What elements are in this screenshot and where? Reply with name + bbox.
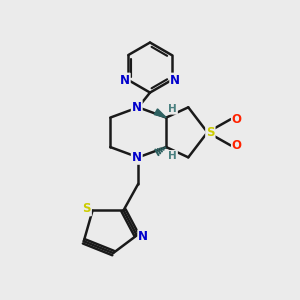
Text: H: H [168, 104, 177, 114]
Text: O: O [232, 139, 242, 152]
Text: O: O [232, 112, 242, 126]
Text: S: S [82, 202, 91, 215]
Text: S: S [206, 126, 214, 139]
Text: N: N [132, 151, 142, 164]
Text: H: H [168, 151, 177, 161]
Text: N: N [138, 230, 148, 243]
Text: N: N [120, 74, 130, 87]
Text: N: N [132, 101, 142, 114]
Polygon shape [154, 109, 166, 118]
Text: N: N [170, 74, 180, 87]
